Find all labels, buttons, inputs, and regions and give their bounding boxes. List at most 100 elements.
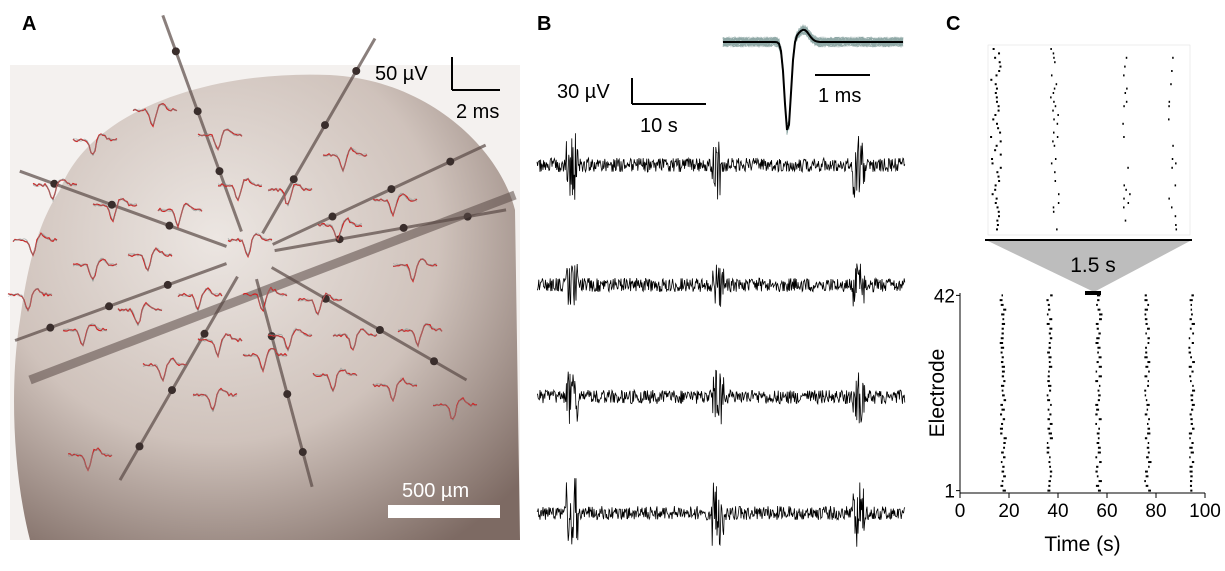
- spike-tick: [1144, 389, 1147, 392]
- spike-tick: [1001, 375, 1005, 378]
- spike-tick: [1054, 180, 1057, 182]
- spike-tick: [1002, 418, 1006, 421]
- spike-tick: [1048, 342, 1051, 344]
- spike-tick: [1190, 356, 1193, 359]
- spike-tick: [1097, 399, 1100, 402]
- waveform: [157, 202, 203, 225]
- spike-tick: [1001, 365, 1005, 368]
- spike-tick: [1098, 480, 1102, 483]
- spike-tick: [1191, 313, 1193, 316]
- spike-tick: [998, 61, 1001, 64]
- spike-tick: [1096, 475, 1099, 478]
- voltage-trace: [536, 133, 906, 200]
- spike-tick: [996, 224, 999, 226]
- spike-tick: [1049, 327, 1053, 330]
- spike-tick: [1056, 136, 1059, 138]
- electrode: [107, 200, 116, 209]
- waveform: [72, 133, 118, 156]
- spike-tick: [1190, 451, 1194, 454]
- spike-tick: [1048, 370, 1050, 373]
- spike-tick: [1002, 465, 1005, 468]
- spike-tick: [1190, 399, 1194, 402]
- spike-tick: [1192, 332, 1195, 335]
- spike-tick: [1054, 61, 1056, 64]
- spike-tick: [1049, 413, 1052, 416]
- spike-tick: [1189, 327, 1192, 330]
- scale-label: 2 ms: [456, 101, 499, 123]
- waveform: [372, 377, 418, 401]
- waveform: [432, 397, 478, 421]
- spike-tick: [1146, 446, 1150, 449]
- spike-tick: [1057, 202, 1060, 204]
- spike-tick: [999, 299, 1003, 302]
- waveform: [117, 302, 163, 327]
- spike-tick: [1047, 399, 1051, 402]
- spike-tick: [1189, 437, 1191, 440]
- scale-label: 50 µV: [375, 63, 428, 85]
- spike-tick: [1048, 346, 1052, 349]
- spike-tick: [1095, 413, 1098, 416]
- spike-tick: [1053, 131, 1055, 134]
- spike-tick: [995, 100, 998, 103]
- spike-tick: [1046, 322, 1050, 325]
- spike-tick: [1127, 166, 1129, 169]
- waveform: [322, 147, 368, 173]
- spike-tick: [1056, 228, 1058, 231]
- spike-tick: [1188, 337, 1191, 340]
- spike-tick: [1148, 418, 1150, 421]
- spike-tick: [1046, 442, 1049, 444]
- electrode: [430, 357, 439, 366]
- spike-tick: [1097, 451, 1101, 454]
- waveform: [372, 192, 418, 215]
- spike-tick: [1147, 337, 1150, 340]
- spike-tick: [1123, 184, 1125, 187]
- waveform: [242, 348, 288, 372]
- spike-tick: [1145, 332, 1147, 335]
- spike-tick: [999, 65, 1002, 68]
- spike-tick: [1147, 442, 1150, 444]
- spike-tick: [1189, 318, 1192, 321]
- spike-tick: [1048, 484, 1051, 487]
- spike-tick: [1190, 480, 1193, 483]
- spike-tick: [1095, 322, 1099, 325]
- scale-label: 1 ms: [818, 85, 861, 107]
- x-axis-label: Time (s): [1044, 533, 1120, 556]
- spike-tick: [1144, 413, 1148, 416]
- spike-tick: [1000, 484, 1004, 487]
- spike-tick: [1048, 480, 1051, 483]
- spike-tick: [1098, 365, 1102, 368]
- spike-tick: [1003, 456, 1006, 459]
- electrode: [335, 235, 344, 244]
- spike-tick: [1050, 403, 1052, 406]
- spike-tick: [995, 197, 998, 200]
- spike-tick: [1097, 389, 1100, 392]
- spike-tick: [1052, 52, 1055, 55]
- spike-tick: [1123, 105, 1125, 108]
- spike-tick: [1001, 370, 1005, 373]
- spike-tick: [1046, 394, 1049, 397]
- panel-label: C: [946, 13, 960, 35]
- waveform: [62, 324, 108, 346]
- spike-tick: [1145, 322, 1148, 325]
- waveform: [197, 334, 243, 357]
- spike-tick: [1049, 465, 1052, 468]
- spike-tick: [1047, 380, 1050, 383]
- spike-tick: [1002, 318, 1005, 321]
- spike-tick: [1046, 446, 1050, 449]
- spike-tick: [1145, 484, 1149, 487]
- spike-tick: [1191, 403, 1195, 406]
- electrode: [446, 157, 455, 166]
- spike-tick: [1053, 87, 1056, 90]
- electrode: [387, 185, 396, 194]
- spike-tick: [1144, 299, 1148, 302]
- waveform: [197, 127, 243, 150]
- spike-tick: [997, 105, 1000, 108]
- spike-tick: [1048, 308, 1051, 311]
- voltage-traces: [536, 133, 906, 547]
- waveform: [267, 184, 313, 207]
- spike-tick: [994, 149, 997, 152]
- spike-tick: [1127, 202, 1130, 204]
- spike-tick: [1097, 346, 1101, 349]
- spike-tick: [994, 202, 997, 204]
- spike-tick: [1099, 318, 1102, 321]
